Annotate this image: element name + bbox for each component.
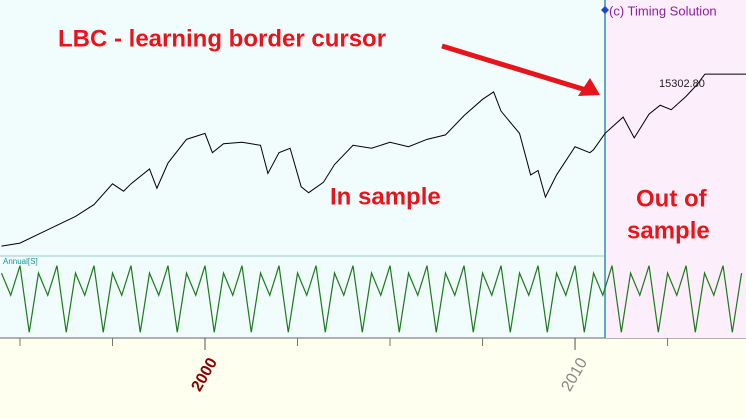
oscillator-line bbox=[0, 265, 743, 333]
brand: (c) Timing Solution bbox=[609, 3, 717, 18]
border-handle bbox=[601, 6, 610, 14]
arrow bbox=[441, 43, 587, 93]
annotation: sample bbox=[627, 217, 710, 244]
out-of-sample-region bbox=[605, 0, 746, 338]
last-value-label: 15302.80 bbox=[659, 78, 705, 90]
annotation: LBC - learning border cursor bbox=[58, 25, 386, 52]
axis-background bbox=[0, 338, 746, 419]
annotation: Out of bbox=[636, 185, 708, 212]
oscillator-label: Annual[S] bbox=[3, 257, 38, 266]
arrow-head bbox=[578, 78, 600, 96]
annotation: In sample bbox=[330, 183, 441, 210]
price-line bbox=[1, 73, 706, 247]
